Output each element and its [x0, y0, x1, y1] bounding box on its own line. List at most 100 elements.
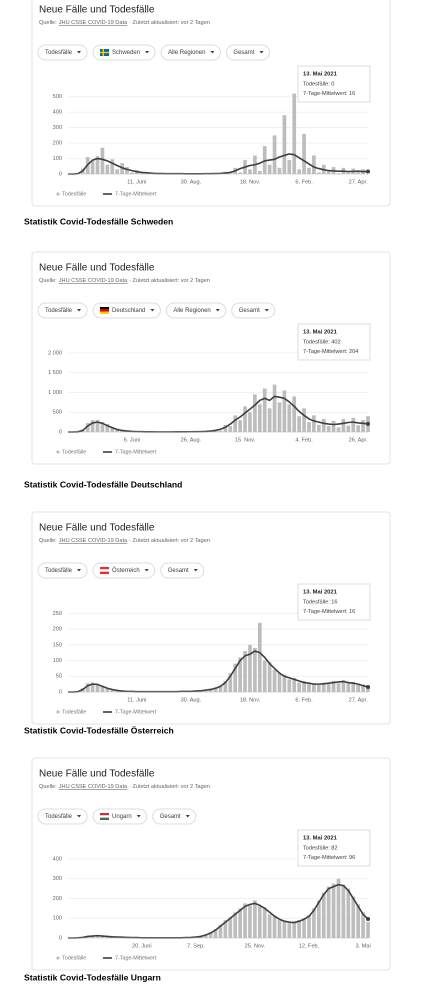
bar [272, 915, 277, 938]
bar [312, 415, 316, 432]
dropdown-caret [136, 815, 141, 818]
dropdown-label: Gesamt [160, 814, 181, 820]
bar [302, 133, 306, 174]
x-tick-label: 20. Juni [132, 943, 152, 949]
bar [262, 907, 267, 938]
filter-dropdown[interactable]: Alle Regionen [165, 302, 227, 319]
bar [228, 426, 233, 432]
updated: · Zuletzt aktualisiert: vor 2 Tagen [129, 784, 210, 790]
bar [105, 688, 110, 692]
filter-dropdown[interactable]: Todesfälle [37, 302, 88, 319]
bar [292, 93, 297, 174]
dropdown-box [225, 44, 270, 61]
y-tick-label: 250 [53, 611, 62, 617]
bar [208, 932, 213, 938]
x-tick-label: 11. Juni [127, 179, 146, 185]
flag [100, 567, 110, 570]
bar [267, 914, 272, 938]
filter-dropdown[interactable]: Gesamt [231, 302, 276, 319]
y-tick-label: 200 [53, 627, 62, 633]
flag [100, 307, 110, 310]
updated: · Zuletzt aktualisiert: vor 2 Tagen [129, 278, 210, 284]
source-prefix: Quelle: [39, 784, 57, 790]
bar [100, 685, 105, 692]
bar [346, 682, 351, 692]
x-tick-label: 30. Aug. [181, 697, 202, 703]
source-link[interactable]: JHU CSSE COVID-19 Data [59, 20, 128, 26]
bar [238, 657, 242, 692]
bar [316, 685, 321, 692]
dropdown-box [37, 562, 88, 579]
bar [282, 390, 287, 432]
flag [100, 815, 110, 818]
legend-label: Todesfälle [62, 191, 86, 197]
filter-dropdown[interactable]: Schweden [92, 44, 156, 61]
tooltip-date: 13. Mai 2021 [303, 836, 338, 842]
bar [223, 680, 228, 692]
chart-title: Neue Fälle und Todesfälle [39, 263, 155, 274]
bar [341, 884, 346, 938]
dropdown-label: Todesfälle [45, 50, 73, 56]
source-link[interactable]: JHU CSSE COVID-19 Data [59, 538, 128, 544]
bar [356, 425, 361, 432]
source-link[interactable]: JHU CSSE COVID-19 Data [59, 278, 128, 284]
filter-dropdown[interactable]: Deutschland [92, 302, 161, 319]
flag-icon [100, 567, 110, 574]
bar [307, 915, 311, 938]
filter-dropdown[interactable]: Todesfälle [37, 562, 88, 579]
dropdown-caret [77, 815, 82, 818]
filter-dropdown[interactable]: Österreich [92, 562, 156, 579]
bar [341, 680, 346, 692]
bar [346, 172, 351, 174]
dropdown-label: Todesfälle [45, 308, 73, 314]
filter-dropdown[interactable]: Todesfälle [37, 808, 88, 825]
bar [326, 170, 331, 174]
filter-dropdown[interactable]: Gesamt [152, 808, 197, 825]
bar [292, 677, 297, 692]
flag [100, 311, 110, 314]
bar [228, 673, 233, 692]
bar [130, 172, 134, 174]
dropdown-caret [264, 309, 269, 312]
filter-dropdown[interactable]: Alle Regionen [160, 44, 221, 61]
dropdown-label: Todesfälle [45, 814, 73, 820]
bar [297, 169, 301, 174]
bar [110, 689, 115, 692]
dropdown-caret [77, 51, 82, 54]
bar [257, 622, 262, 692]
bar [110, 427, 115, 432]
x-tick-label: 26. Aug. [181, 437, 202, 443]
bar [307, 422, 311, 432]
dropdown-box [37, 808, 88, 825]
bar [228, 173, 233, 174]
bar [341, 418, 346, 432]
bar [307, 167, 311, 174]
y-tick-label: 300 [53, 876, 62, 882]
bar [312, 908, 316, 938]
flag-icon [100, 49, 110, 56]
bar [213, 687, 218, 692]
tooltip-line: 7-Tage-Mittelwert: 96 [303, 855, 355, 861]
filter-dropdown[interactable]: Gesamt [160, 562, 205, 579]
legend-swatch [56, 710, 60, 714]
bar [287, 679, 292, 692]
bar [331, 420, 336, 432]
filter-dropdown[interactable]: Ungarn [92, 808, 148, 825]
dropdown-box [37, 44, 88, 61]
bar [90, 160, 95, 174]
bar [287, 404, 292, 432]
caption: Statistik Covid-Todesfälle Österreich [24, 725, 174, 735]
filter-dropdown[interactable]: Todesfälle [37, 44, 88, 61]
legend-label: Todesfälle [62, 709, 86, 715]
source-line: Quelle: JHU CSSE COVID-19 Data · Zuletzt a… [39, 20, 210, 26]
filter-dropdown[interactable]: Gesamt [225, 44, 270, 61]
bar [105, 424, 110, 432]
bar [100, 147, 105, 174]
bar [90, 682, 95, 692]
bar [336, 427, 341, 432]
tooltip-line: Todesfälle: 82 [303, 845, 338, 851]
bar [292, 921, 297, 938]
legend-swatch [56, 956, 60, 960]
source-link[interactable]: JHU CSSE COVID-19 Data [59, 784, 128, 790]
